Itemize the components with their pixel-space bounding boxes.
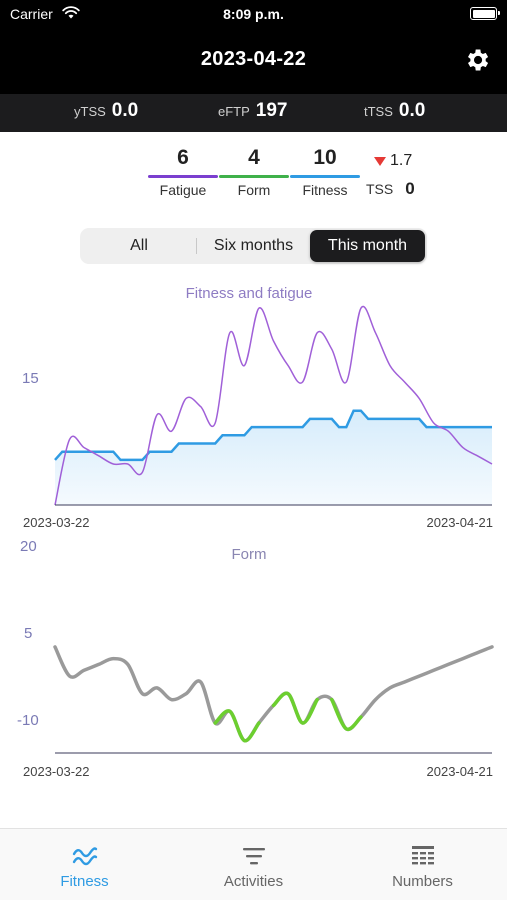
fitness-wave-icon [72,847,97,866]
stat-fatigue: 6 Fatigue [143,146,223,198]
tss-label: TSS [366,181,394,197]
range-option-all[interactable]: All [130,237,148,254]
wifi-icon [62,6,80,23]
status-bar: Carrier 8:09 p.m. [0,0,507,28]
form-y-tick-minus-10: -10 [17,712,39,729]
stat-color-bar [290,175,360,178]
fitness-y-tick: 15 [22,370,39,387]
metric-eftp: eFTP 197 [218,100,288,122]
tab-label: Fitness [60,873,109,890]
form-highlight-segment-2 [271,691,319,725]
battery-icon [470,7,500,20]
form-chart-title: Form [232,546,267,563]
form-y-tick-5: 5 [24,625,32,642]
carrier-label: Carrier [10,6,53,22]
tab-label: Numbers [392,873,453,890]
delta-value: 1.7 [390,152,413,169]
navigation-bar: 2023-04-22 [0,28,507,94]
activities-list-icon [242,848,265,865]
stat-fitness: 10 Fitness [285,146,365,198]
range-selector: All Six months This month [80,228,427,264]
stat-color-bar [219,175,289,178]
form-highlight-segments [213,691,363,743]
fatigue-series-line [54,305,493,506]
fitness-area [55,410,492,505]
range-option-six-months[interactable]: Six months [213,237,294,254]
stat-value: 6 [177,146,189,169]
tab-label: Activities [223,873,284,890]
stat-color-bar [148,175,218,178]
metrics-bar: yTSS 0.0 eFTP 197 tTSS 0.0 [0,94,507,132]
form-x-end-label: 2023-04-21 [427,764,494,779]
fitness-x-start-label: 2023-03-22 [23,515,90,530]
stat-value: 4 [248,146,260,169]
tss-row: TSS 0 [366,179,436,199]
page-title: 2023-04-22 [200,48,307,70]
tab-numbers[interactable]: Numbers [338,829,507,900]
stat-label: Form [237,182,271,198]
form-chart: 20 Form 5 -10 2023-03-22 2023-04-21 [17,538,494,779]
form-highlight-segment-3 [330,697,363,732]
metric-label: eFTP [218,104,250,119]
metric-value: 197 [255,100,288,121]
tab-bar: Fitness Activities Numbers [0,828,507,900]
tab-activities[interactable]: Activities [169,829,338,900]
fitness-fatigue-chart: Fitness and fatigue 15 2023-03-22 2023-0… [22,285,494,530]
form-y-tick-20: 20 [20,538,37,555]
stat-value: 10 [313,146,337,169]
down-triangle-icon [374,156,386,166]
numbers-grid-icon [411,846,434,865]
metric-value: 0.0 [398,100,426,121]
tss-summary: 1.7 TSS 0 [366,152,436,199]
segment-divider [196,238,197,254]
range-option-this-month[interactable]: This month [310,230,425,262]
stat-form: 4 Form [214,146,294,198]
fitness-chart-title: Fitness and fatigue [186,285,313,302]
metric-value: 0.0 [111,100,139,121]
tss-value: 0 [405,179,415,198]
delta-row: 1.7 [366,152,436,170]
main-content: 6 Fatigue 4 Form 10 Fitness 1.7 TSS 0 Al… [0,132,507,828]
form-x-start-label: 2023-03-22 [23,764,90,779]
metric-ttss: tTSS 0.0 [364,100,425,122]
metric-ytss: yTSS 0.0 [74,100,138,122]
stat-label: Fitness [302,182,348,198]
fitness-x-end-label: 2023-04-21 [427,515,494,530]
gear-icon[interactable] [463,46,491,74]
form-highlight-segment-1 [213,709,261,743]
metric-label: tTSS [364,104,393,119]
fitness-series-line [54,409,492,462]
tab-fitness[interactable]: Fitness [0,829,169,900]
clock: 8:09 p.m. [223,6,284,22]
form-series-line [53,645,494,743]
stat-label: Fatigue [159,182,207,198]
metric-label: yTSS [74,104,106,119]
